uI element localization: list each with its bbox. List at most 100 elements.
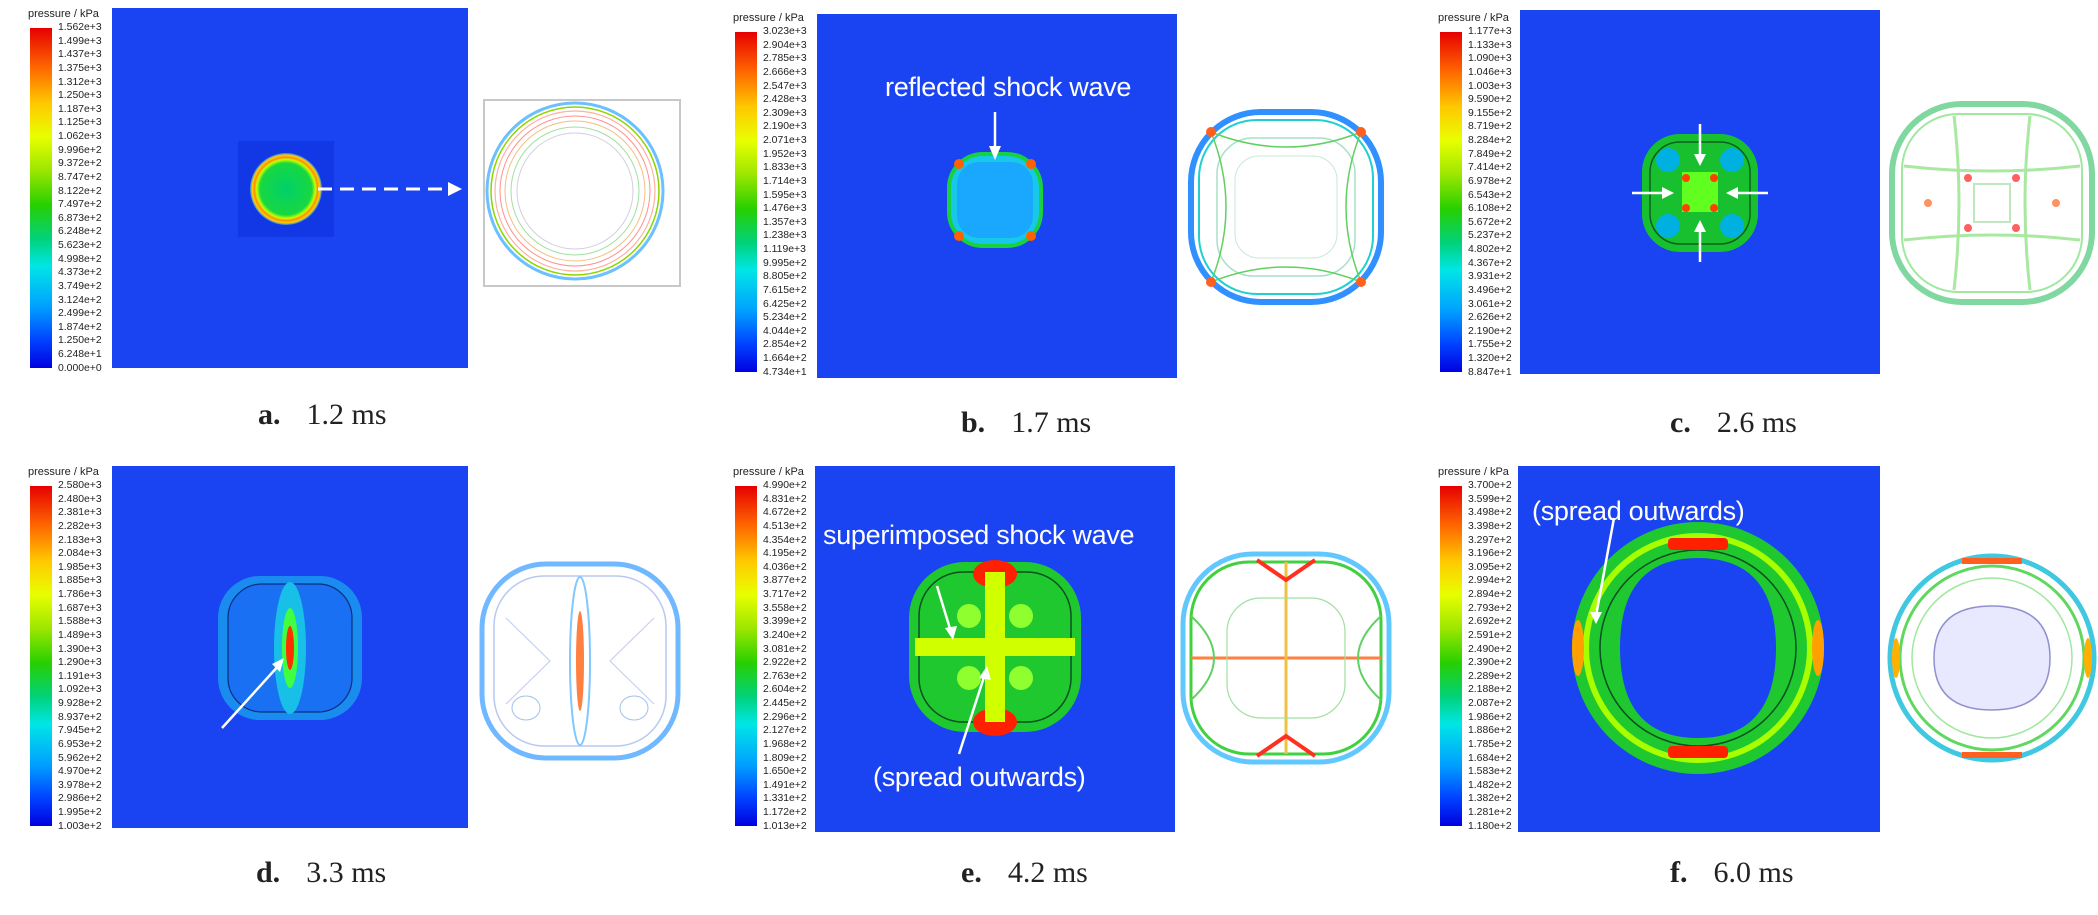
legend-tick-label: 1.489e+3	[58, 629, 102, 641]
legend-tick-label: 3.978e+2	[58, 779, 102, 791]
legend-tick-label: 4.513e+2	[763, 520, 807, 532]
pressure-field	[112, 466, 468, 828]
legend-tick-label: 1.003e+3	[1468, 80, 1512, 92]
legend-tick-label: 2.296e+2	[763, 711, 807, 723]
legend-tick-label: 1.177e+3	[1468, 26, 1512, 37]
legend-tick-label: 1.968e+2	[763, 738, 807, 750]
legend-tick-label: 9.928e+2	[58, 698, 102, 709]
panel-time: 6.0 ms	[1713, 856, 1794, 889]
panel-f: pressure / kPa 3.700e+2 3.599e+2 3.498e+2 3…	[1438, 466, 2098, 906]
contour-plot	[468, 94, 682, 290]
annotation-spread-outwards: (spread outwards)	[873, 762, 1086, 792]
legend-tick-label: 1.952e+3	[763, 148, 807, 160]
legend-title: pressure / kPa	[1438, 12, 1509, 24]
legend-tick-label: 2.785e+3	[763, 53, 807, 65]
legend-title: pressure / kPa	[733, 12, 804, 24]
legend-tick-label: 6.248e+2	[58, 226, 102, 238]
legend-tick-label: 1.491e+2	[763, 779, 807, 791]
legend-tick-label: 1.437e+3	[58, 49, 102, 61]
legend-colorbar	[1440, 32, 1462, 372]
legend-tick-label: 8.284e+2	[1468, 135, 1512, 146]
panel-caption: e. 4.2 ms	[961, 856, 1088, 890]
legend-tick-label: 8.847e+1	[1468, 366, 1512, 378]
legend-tick-label: 1.885e+3	[58, 575, 102, 587]
legend-tick-label: 1.786e+3	[58, 589, 102, 600]
legend-tick-label: 1.046e+3	[1468, 66, 1512, 78]
panel-time: 4.2 ms	[1007, 856, 1088, 889]
panel-letter: b.	[961, 406, 986, 439]
panel-letter: d.	[256, 856, 281, 889]
annotation-superimposed-shock-wave: superimposed shock wave	[823, 520, 1135, 550]
contour-plot	[1884, 96, 2098, 310]
legend-tick-label: 2.591e+2	[1468, 629, 1512, 641]
panel-time: 2.6 ms	[1716, 406, 1797, 439]
legend-tick-label: 1.809e+2	[763, 752, 807, 764]
legend-tick-label: 3.931e+2	[1468, 271, 1512, 283]
legend-tick-label: 6.108e+2	[1468, 203, 1512, 215]
legend-tick-label: 1.833e+3	[763, 162, 807, 174]
annotation-spread-outwards: (spread outwards)	[1532, 496, 1745, 526]
legend-tick-label: 4.734e+1	[763, 366, 807, 378]
legend-tick-label: 8.719e+2	[1468, 121, 1512, 133]
legend-tick-label: 1.886e+2	[1468, 725, 1512, 737]
pressure-legend: pressure / kPa 1.562e+3 1.499e+3 1.437e+3 1…	[28, 8, 138, 388]
contour-plot	[1177, 546, 1395, 770]
legend-title: pressure / kPa	[28, 466, 99, 478]
legend-title: pressure / kPa	[733, 466, 804, 478]
panel-letter: c.	[1670, 406, 1691, 439]
panel-caption: a. 1.2 ms	[258, 398, 387, 432]
legend-tick-label: 2.183e+3	[58, 534, 102, 546]
legend-tick-label: 3.297e+2	[1468, 534, 1512, 546]
panel-caption: c. 2.6 ms	[1670, 406, 1797, 440]
legend-tick-label: 5.234e+2	[763, 312, 807, 324]
legend-tick-label: 1.684e+2	[1468, 752, 1512, 764]
legend-tick-label: 1.382e+2	[1468, 793, 1512, 805]
legend-tick-label: 2.127e+2	[763, 725, 807, 737]
legend-tick-label: 4.672e+2	[763, 507, 807, 519]
legend-tick-label: 1.281e+2	[1468, 807, 1512, 818]
legend-tick-label: 2.763e+2	[763, 670, 807, 682]
legend-tick-label: 1.995e+2	[58, 807, 102, 818]
pressure-field	[112, 8, 468, 368]
panel-caption: b. 1.7 ms	[961, 406, 1091, 440]
legend-tick-label: 1.133e+3	[1468, 39, 1512, 51]
legend-tick-label: 5.962e+2	[58, 752, 102, 764]
legend-title: pressure / kPa	[28, 8, 99, 20]
legend-colorbar	[30, 28, 52, 368]
legend-tick-label: 1.874e+2	[58, 321, 102, 333]
legend-tick-label: 2.445e+2	[763, 698, 807, 709]
contour-plot	[1181, 102, 1391, 312]
legend-tick-label: 2.499e+2	[58, 308, 102, 320]
pressure-field-plot	[218, 576, 362, 729]
legend-tick-label: 2.666e+3	[763, 66, 807, 78]
legend-tick-label: 1.499e+3	[58, 35, 102, 47]
legend-tick-label: 3.023e+3	[763, 26, 807, 37]
legend-tick-label: 3.877e+2	[763, 575, 807, 587]
legend-colorbar	[735, 32, 757, 372]
legend-tick-label: 2.793e+2	[1468, 602, 1512, 614]
legend-tick-label: 1.013e+2	[763, 820, 807, 832]
legend-tick-label: 3.558e+2	[763, 602, 807, 614]
contour-plot	[1884, 550, 2098, 766]
legend-tick-label: 9.996e+2	[58, 144, 102, 156]
legend-tick-label: 1.250e+2	[58, 335, 102, 347]
legend-tick-label: 1.588e+3	[58, 616, 102, 628]
legend-tick-label: 1.125e+3	[58, 117, 102, 129]
legend-tick-label: 6.873e+2	[58, 212, 102, 224]
legend-tick-label: 1.090e+3	[1468, 53, 1512, 65]
legend-tick-label: 2.490e+2	[1468, 643, 1512, 655]
legend-tick-label: 2.071e+3	[763, 135, 807, 146]
legend-tick-label: 2.381e+3	[58, 507, 102, 519]
legend-tick-label: 1.985e+3	[58, 561, 102, 573]
legend-tick-label: 1.986e+2	[1468, 711, 1512, 723]
legend-tick-label: 1.003e+2	[58, 820, 102, 832]
panel-letter: e.	[961, 856, 982, 889]
legend-tick-label: 6.248e+1	[58, 349, 102, 360]
panel-c: pressure / kPa 1.177e+3 1.133e+3 1.090e+3 1…	[1438, 10, 2098, 452]
pressure-field	[817, 14, 1177, 378]
legend-tick-label: 7.414e+2	[1468, 162, 1512, 174]
legend-tick-label: 3.749e+2	[58, 280, 102, 292]
legend-tick-label: 7.945e+2	[58, 725, 102, 737]
pressure-field	[1520, 10, 1880, 374]
pressure-legend: pressure / kPa 4.990e+2 4.831e+2 4.672e+2 4…	[733, 466, 843, 846]
